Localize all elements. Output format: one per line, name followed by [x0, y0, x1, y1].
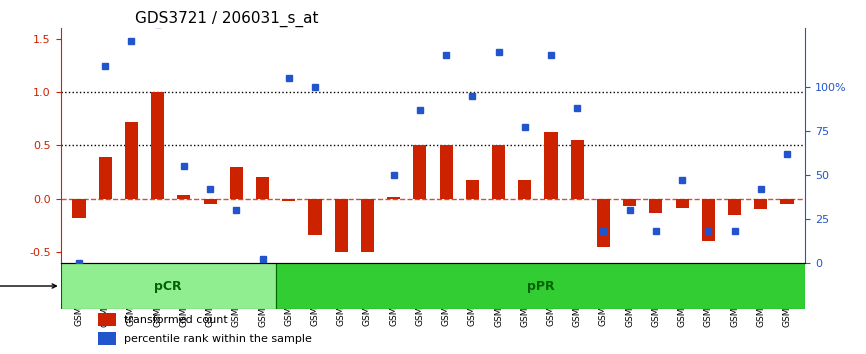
Bar: [728, 199, 741, 215]
Text: percentile rank within the sample: percentile rank within the sample: [124, 334, 312, 344]
Bar: [98, 332, 116, 345]
Bar: [387, 196, 400, 199]
Bar: [440, 145, 453, 199]
Bar: [256, 177, 269, 199]
Bar: [99, 157, 112, 199]
Text: pCR: pCR: [154, 280, 182, 292]
Bar: [545, 132, 558, 199]
Bar: [361, 199, 374, 252]
Bar: [61, 263, 275, 309]
Bar: [754, 199, 767, 209]
Bar: [73, 199, 86, 218]
Bar: [780, 199, 793, 204]
Bar: [571, 140, 584, 199]
Bar: [624, 199, 637, 206]
Bar: [675, 199, 688, 208]
Bar: [492, 145, 505, 199]
Bar: [597, 199, 610, 247]
Bar: [204, 199, 216, 204]
Bar: [98, 313, 116, 326]
Bar: [282, 199, 295, 201]
Bar: [413, 145, 426, 199]
Bar: [518, 179, 532, 199]
Bar: [275, 263, 805, 309]
Bar: [334, 199, 348, 252]
Text: disease state: disease state: [0, 281, 56, 291]
Bar: [650, 199, 662, 212]
Bar: [151, 92, 165, 199]
Bar: [308, 199, 321, 235]
Bar: [466, 179, 479, 199]
Text: pPR: pPR: [527, 280, 554, 292]
Bar: [125, 122, 138, 199]
Bar: [229, 167, 242, 199]
Text: GDS3721 / 206031_s_at: GDS3721 / 206031_s_at: [135, 11, 319, 27]
Bar: [701, 199, 715, 241]
Text: transformed count: transformed count: [124, 315, 228, 325]
Bar: [178, 195, 191, 199]
